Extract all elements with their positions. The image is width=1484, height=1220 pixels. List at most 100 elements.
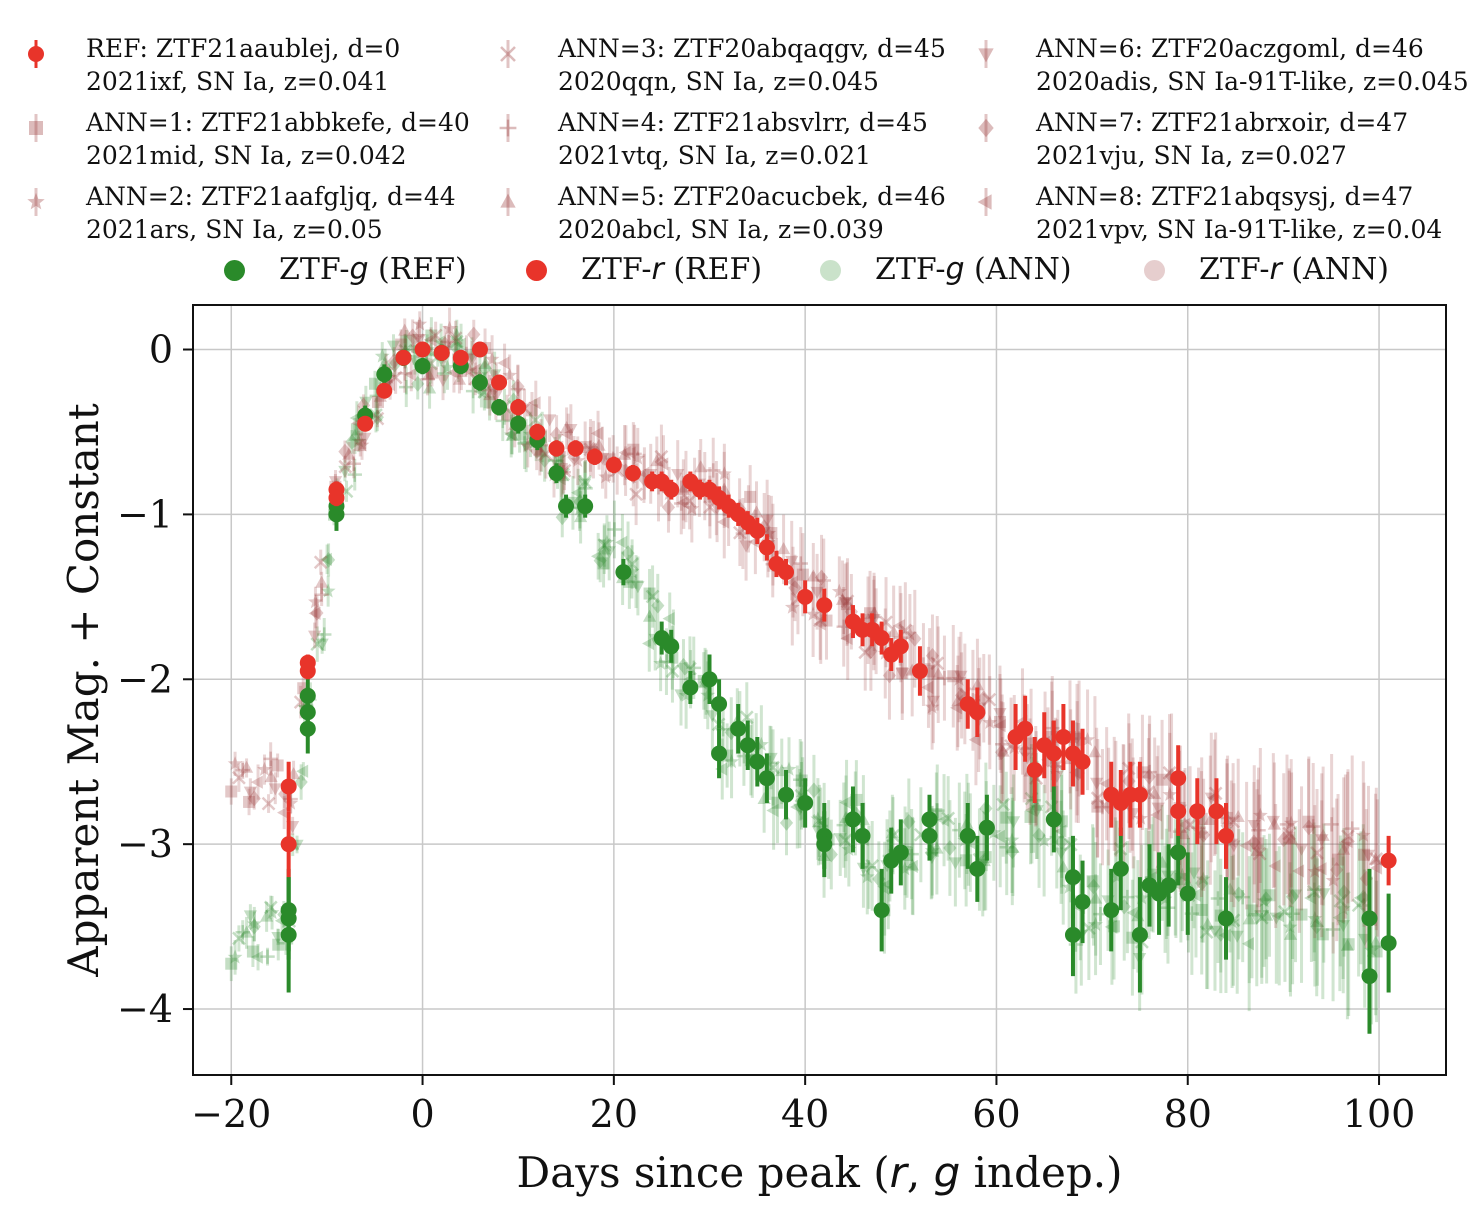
ann-g-point [1199, 925, 1214, 939]
ref-g-point [711, 696, 728, 713]
ref-r-point [452, 349, 469, 366]
ann-g-point [936, 813, 949, 827]
ref-g-point [491, 399, 508, 416]
ref-r-point [969, 704, 986, 721]
ann-r-point [1080, 732, 1095, 747]
ann-g-point [321, 552, 336, 568]
ann-g-point [986, 825, 1002, 840]
ann-r-point [1307, 863, 1323, 878]
band-legend-entry-3: ZTF-r (ANN) [1144, 248, 1389, 292]
ann-r-point [1251, 823, 1266, 838]
ann-g-point [1285, 906, 1300, 921]
ref-r-point [605, 456, 622, 473]
ref-r-point [433, 344, 450, 361]
legend-line1: ANN=4: ZTF21absvlrr, d=45 [558, 108, 928, 137]
ann-g-point [948, 857, 962, 870]
ann-r-point [925, 647, 940, 664]
ann-r-point [930, 656, 945, 671]
ref-r-point [1017, 720, 1034, 737]
ref-g-point [376, 366, 393, 383]
ann-r-point [1197, 827, 1211, 843]
ann-g-point [570, 486, 583, 500]
ref-r-point [816, 597, 833, 614]
ref-g-point [471, 374, 488, 391]
ann-r-point [264, 770, 278, 783]
ann-r-point [1332, 853, 1345, 866]
ann-r-point [420, 372, 435, 387]
ann-r-point [1142, 764, 1157, 780]
ann-r-point [1148, 787, 1162, 800]
ann-r-point [549, 426, 564, 443]
legend-entry-2: ANN=2: ZTF21aafgljq, d=44 2021ars, SN Ia,… [0, 166, 470, 244]
ann-r-point [637, 470, 651, 487]
ann-g-point [519, 440, 533, 453]
ann-g-point [225, 957, 238, 970]
ann-r-point [406, 328, 420, 345]
ann-g-point [924, 842, 940, 857]
ann-r-point [1345, 821, 1360, 836]
ann-r-point [1302, 819, 1316, 836]
ann-r-point [921, 680, 934, 694]
ann-r-point [739, 540, 753, 553]
ann-r-point [706, 463, 721, 478]
ann-r-point [525, 404, 538, 417]
ann-g-point [453, 337, 466, 351]
ann-g-point [1353, 891, 1366, 905]
ann-r-point [895, 668, 909, 681]
ref-r-point [529, 423, 546, 440]
legend-marker [978, 48, 994, 63]
ann-g-point [235, 925, 250, 940]
ref-g-point [1064, 869, 1081, 886]
y-tick-label: −3 [117, 822, 173, 866]
ref-g-point [663, 638, 680, 655]
ann-r-point [564, 424, 578, 437]
ref-g-point [414, 358, 431, 375]
ann-g-point [317, 627, 332, 642]
ann-g-point [1356, 889, 1370, 906]
ref-r-point [663, 481, 680, 498]
ann-r-point [796, 568, 809, 581]
ann-r-point [247, 790, 261, 807]
ann-r-point [684, 501, 700, 516]
x-tick-label: −20 [191, 1092, 271, 1136]
ann-g-point [628, 574, 644, 589]
ann-r-point [1302, 815, 1315, 828]
ann-g-point [1286, 888, 1300, 905]
legend-line2: 2021vpv, SN Ia-91T-like, z=0.04 [1036, 215, 1443, 244]
ann-g-point [1086, 875, 1099, 888]
ann-r-point [423, 333, 436, 347]
band-legend-entry-1: ZTF-r (REF) [526, 248, 762, 292]
ann-g-point [1126, 906, 1139, 920]
ann-r-point [465, 353, 479, 366]
ann-g-point [724, 754, 739, 769]
ann-r-point [1369, 852, 1384, 866]
ann-g-point [686, 660, 701, 676]
ann-g-point [1061, 879, 1077, 894]
ann-g-point [753, 736, 769, 751]
ann-g-point [905, 858, 919, 871]
ann-g-point [841, 841, 857, 856]
ann-r-point [993, 719, 1006, 733]
ann-r-point [1177, 817, 1190, 832]
triangle-up-icon [500, 188, 516, 216]
legend-text: ANN=6: ZTF20aczgoml, d=46 2020adis, SN Ia… [1036, 32, 1469, 98]
ann-r-point [1251, 837, 1264, 850]
ann-r-point [864, 643, 878, 659]
ann-r-point [370, 411, 385, 426]
legend-line1: ANN=6: ZTF20aczgoml, d=46 [1036, 34, 1424, 63]
ref-g-point [682, 679, 699, 696]
ref-r-point [510, 399, 527, 416]
ann-r-point [840, 631, 853, 646]
star-icon [27, 188, 45, 216]
ann-r-point [994, 715, 1007, 728]
ref-r-point [778, 564, 795, 581]
ref-r-point [1218, 827, 1235, 844]
band-prefix: ZTF- [1199, 252, 1270, 287]
ann-g-point [1214, 926, 1228, 942]
ann-r-point [1250, 843, 1264, 856]
ann-g-point [488, 369, 502, 382]
ref-r-point [567, 440, 584, 457]
ann-g-point [1242, 912, 1256, 925]
ann-g-point [739, 710, 754, 725]
